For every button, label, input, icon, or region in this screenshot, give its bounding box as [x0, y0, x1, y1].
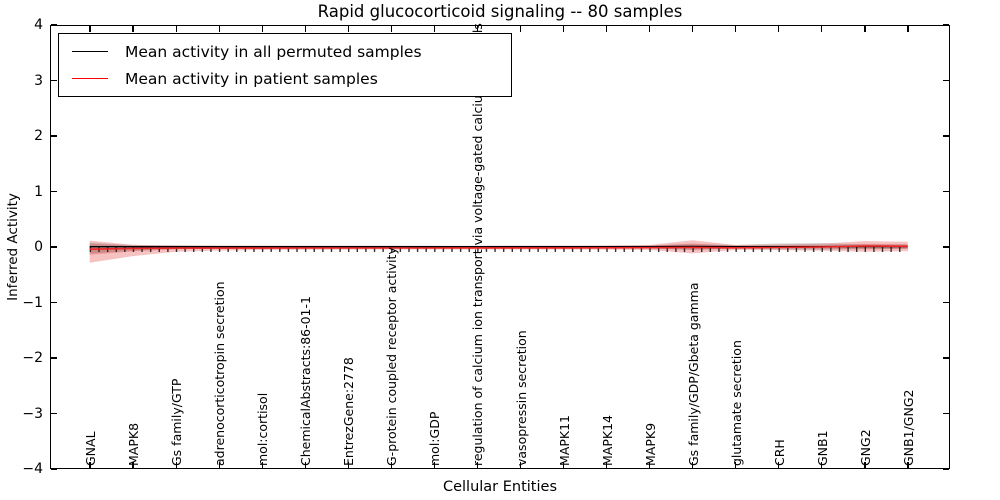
x-tick-mark-top [606, 26, 608, 32]
x-tick-mark-top [433, 26, 435, 32]
y-tick-mark-left [51, 135, 57, 137]
x-tick-mark-bottom [735, 462, 737, 468]
x-tick-label: MAPK11 [556, 415, 572, 466]
y-tick-mark-right [943, 190, 949, 193]
chart-title: Rapid glucocorticoid signaling -- 80 sam… [317, 2, 683, 21]
x-tick-label: MAPK14 [599, 415, 615, 466]
red-line-swatch [72, 78, 108, 79]
y-tick-label: 1 [34, 183, 43, 200]
x-tick-mark-bottom [261, 462, 263, 468]
y-tick-mark-right [943, 357, 949, 359]
x-tick-mark-top [304, 26, 306, 32]
y-tick-mark-left [51, 468, 57, 470]
x-tick-mark-top [907, 26, 909, 32]
x-tick-mark-top [864, 26, 866, 32]
x-tick-mark-bottom [519, 462, 522, 468]
x-tick-mark-bottom [175, 462, 177, 468]
legend-label: Mean activity in all permuted samples [125, 42, 422, 61]
legend-item-patient: Mean activity in patient samples [59, 70, 511, 88]
x-tick-label: mol:cortisol [255, 392, 271, 466]
y-tick-mark-right [943, 412, 949, 415]
x-tick-label: vasopressin secretion [513, 330, 529, 466]
x-tick-mark-bottom [778, 462, 780, 468]
x-tick-mark-top [562, 26, 565, 32]
x-tick-mark-top [261, 26, 263, 32]
x-tick-label: G-protein coupled receptor activity [384, 247, 400, 466]
x-tick-mark-top [89, 26, 91, 32]
x-axis-title: Cellular Entities [442, 479, 558, 495]
x-tick-label: EntrezGene:2778 [341, 357, 357, 466]
x-tick-mark-top [132, 26, 134, 32]
y-tick-mark-left [51, 79, 57, 82]
x-tick-mark-top [175, 26, 177, 32]
x-tick-mark-top [390, 26, 392, 32]
x-tick-mark-top [692, 26, 694, 32]
x-tick-mark-bottom [89, 462, 91, 468]
x-tick-label: adrenocorticotropin secretion [212, 281, 228, 466]
x-tick-label: Gs family/GTP [169, 378, 185, 466]
legend-label: Mean activity in patient samples [125, 69, 378, 88]
legend-item-permuted: Mean activity in all permuted samples [59, 43, 511, 61]
y-tick-label: −2 [22, 350, 43, 366]
black-line-swatch [72, 51, 108, 52]
patient-mean-line [89, 245, 908, 250]
y-tick-mark-right [943, 79, 949, 82]
x-tick-mark-bottom [649, 462, 651, 468]
x-tick-mark-bottom [347, 462, 349, 468]
x-tick-mark-top [519, 26, 522, 32]
x-tick-mark-top [649, 26, 651, 32]
y-tick-mark-left [51, 24, 57, 26]
y-tick-mark-left [51, 246, 57, 248]
x-tick-mark-bottom [433, 462, 435, 468]
x-tick-label: GNAL [83, 431, 98, 466]
x-tick-mark-bottom [476, 462, 479, 468]
y-tick-mark-right [943, 135, 949, 137]
y-tick-label: −1 [22, 294, 43, 311]
y-tick-mark-left [51, 412, 57, 415]
y-tick-mark-left [51, 190, 57, 193]
y-tick-mark-right [943, 468, 949, 470]
x-tick-mark-top [218, 26, 220, 32]
x-tick-label: MAPK9 [642, 422, 658, 466]
y-tick-mark-left [51, 301, 57, 304]
x-tick-label: GNG2 [857, 429, 873, 466]
x-tick-mark-bottom [907, 462, 909, 468]
y-tick-mark-left [51, 357, 57, 359]
y-tick-label: 3 [34, 72, 43, 89]
chart-canvas [89, 240, 908, 263]
x-tick-mark-top [735, 26, 737, 32]
x-tick-mark-bottom [821, 462, 823, 468]
x-tick-label: glutamate secretion [728, 340, 744, 466]
x-tick-mark-top [476, 26, 479, 32]
plot-area [50, 25, 950, 469]
y-tick-label: −4 [22, 461, 43, 477]
x-tick-mark-bottom [218, 462, 220, 468]
x-tick-mark-bottom [864, 462, 866, 468]
x-tick-mark-bottom [606, 462, 608, 468]
y-tick-label: 0 [34, 239, 43, 255]
y-tick-mark-right [943, 301, 949, 304]
y-tick-label: −3 [22, 405, 43, 422]
x-tick-mark-bottom [692, 462, 694, 468]
y-tick-mark-right [943, 24, 949, 26]
y-tick-label: 4 [34, 17, 43, 33]
y-tick-mark-right [943, 246, 949, 248]
x-tick-mark-top [821, 26, 823, 32]
x-tick-label: GNB1 [814, 430, 830, 466]
x-tick-label: MAPK8 [126, 422, 142, 466]
x-tick-mark-bottom [304, 462, 306, 468]
x-tick-label: mol:GDP [427, 411, 443, 466]
x-tick-label: ChemicalAbstracts:86-01-1 [298, 296, 314, 466]
x-tick-mark-top [347, 26, 349, 32]
legend: Mean activity in all permuted samples Me… [58, 33, 512, 97]
x-tick-mark-bottom [562, 462, 565, 468]
x-tick-mark-bottom [390, 462, 392, 468]
x-tick-mark-top [778, 26, 780, 32]
y-tick-label: 2 [34, 128, 43, 144]
x-tick-label: GNB1/GNG2 [901, 389, 916, 466]
x-tick-mark-bottom [132, 462, 134, 468]
x-tick-label: Gs family/GDP/Gbeta gamma [685, 282, 701, 466]
